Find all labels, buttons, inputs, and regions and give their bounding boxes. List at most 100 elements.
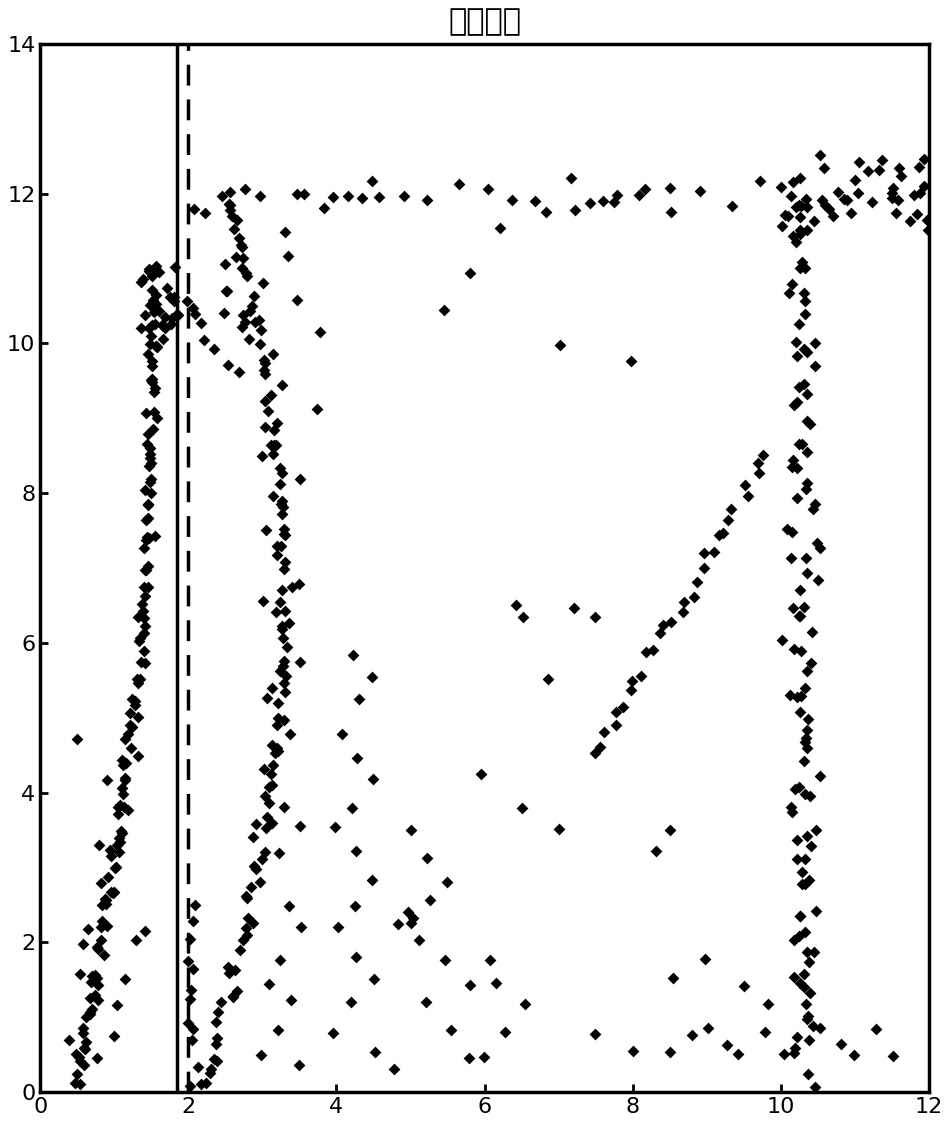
Point xyxy=(387,1060,402,1078)
Point xyxy=(443,1022,458,1040)
Point xyxy=(266,422,281,439)
Point xyxy=(893,166,908,184)
Point xyxy=(274,496,289,514)
Point xyxy=(214,188,229,206)
Point xyxy=(800,474,815,492)
Point xyxy=(96,945,111,963)
Point xyxy=(227,220,242,238)
Point xyxy=(136,602,151,620)
Point xyxy=(789,392,805,410)
Point xyxy=(411,932,427,950)
Point xyxy=(225,988,240,1006)
Point xyxy=(171,306,186,324)
Point xyxy=(463,976,478,994)
Point xyxy=(891,191,906,209)
Point xyxy=(290,291,305,309)
Point xyxy=(276,798,292,816)
Point xyxy=(662,821,677,839)
Point xyxy=(665,969,680,987)
Point xyxy=(221,963,237,981)
Point xyxy=(198,203,213,221)
Point xyxy=(885,179,901,197)
Point xyxy=(293,817,308,835)
Point xyxy=(792,225,808,243)
Point xyxy=(750,454,766,472)
Point xyxy=(242,302,257,320)
Point xyxy=(255,851,270,869)
Point xyxy=(609,185,624,203)
Point xyxy=(110,836,125,854)
Point xyxy=(257,365,273,383)
Point xyxy=(147,380,162,398)
Point xyxy=(240,909,256,927)
Point xyxy=(142,296,158,314)
Point xyxy=(218,255,233,273)
Point xyxy=(791,435,807,453)
Point xyxy=(352,690,367,708)
Point xyxy=(637,181,653,199)
Point xyxy=(272,475,287,493)
Point xyxy=(145,293,161,311)
Point xyxy=(805,1017,820,1035)
Point xyxy=(89,1049,104,1067)
Point xyxy=(791,316,807,334)
Point xyxy=(712,526,727,544)
Point xyxy=(110,798,125,816)
Point xyxy=(193,314,208,332)
Point xyxy=(365,172,380,190)
Point xyxy=(785,599,800,617)
Point xyxy=(164,309,180,327)
Point xyxy=(271,742,286,760)
Point xyxy=(92,836,107,854)
Point xyxy=(116,798,131,816)
Point xyxy=(799,722,814,740)
Point xyxy=(784,549,799,566)
Point xyxy=(236,250,251,268)
Point xyxy=(128,932,143,950)
Point xyxy=(107,883,123,901)
Point xyxy=(419,849,434,867)
Point xyxy=(777,207,792,225)
Point xyxy=(648,842,663,860)
Point xyxy=(239,889,255,907)
Point xyxy=(921,221,936,239)
Point xyxy=(751,464,767,482)
Point xyxy=(83,1003,98,1021)
Point xyxy=(207,1051,222,1069)
Point xyxy=(185,1021,200,1039)
Point xyxy=(138,561,153,579)
Point xyxy=(228,961,243,979)
Point xyxy=(141,496,156,514)
Point xyxy=(795,435,810,453)
Point xyxy=(149,337,164,355)
Point xyxy=(720,1036,735,1054)
Point xyxy=(797,786,812,804)
Point xyxy=(789,688,805,706)
Point xyxy=(114,751,129,769)
Point xyxy=(142,473,158,491)
Point xyxy=(249,860,264,878)
Point xyxy=(252,873,267,891)
Point xyxy=(187,200,202,218)
Point xyxy=(137,617,152,635)
Point xyxy=(736,977,751,995)
Point xyxy=(797,305,812,323)
Point xyxy=(276,710,292,728)
Point xyxy=(276,560,292,578)
Point xyxy=(761,995,776,1013)
Point xyxy=(218,282,234,300)
Point xyxy=(875,151,890,169)
Point xyxy=(256,351,272,369)
Point xyxy=(136,624,151,642)
Point xyxy=(202,1063,218,1081)
Point xyxy=(107,859,123,877)
Point xyxy=(799,728,814,746)
Point xyxy=(263,765,278,783)
Point xyxy=(784,187,799,205)
Point xyxy=(800,198,815,216)
Point xyxy=(440,873,455,891)
Point xyxy=(608,716,623,734)
Point xyxy=(84,967,99,985)
Point xyxy=(821,200,836,218)
Point xyxy=(130,608,145,626)
